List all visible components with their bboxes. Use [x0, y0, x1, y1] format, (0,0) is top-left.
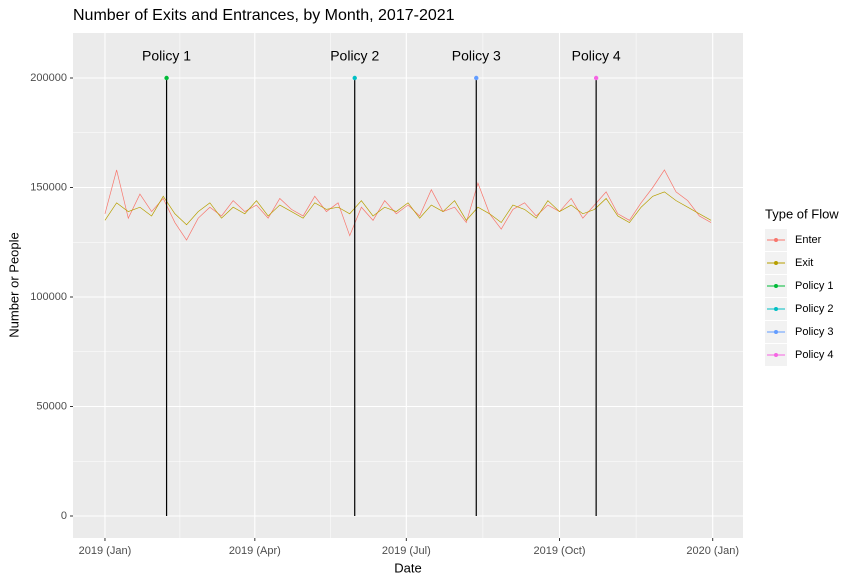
chart-title: Number of Exits and Entrances, by Month,…: [73, 7, 455, 24]
policy-point: [352, 75, 357, 81]
legend-point: [774, 261, 778, 265]
legend-label: Exit: [795, 257, 813, 269]
x-axis-title: Date: [394, 560, 421, 575]
policy-label: Policy 1: [142, 48, 191, 64]
legend-label: Policy 1: [795, 280, 834, 292]
y-tick-label: 200000: [30, 72, 67, 84]
y-tick-label: 0: [61, 510, 67, 522]
policy-label: Policy 3: [452, 48, 501, 64]
policy-point: [164, 75, 169, 81]
legend-point: [774, 353, 778, 357]
series-line: [104, 169, 712, 241]
panel-background: [73, 33, 743, 538]
legend-point: [774, 307, 778, 311]
legend-label: Policy 3: [795, 326, 834, 338]
policy-point: [593, 75, 599, 81]
policy-point: [474, 75, 479, 81]
legend-label: Enter: [795, 234, 822, 246]
x-tick-label: 2019 (Oct): [534, 545, 586, 557]
series-line: [104, 191, 712, 226]
legend: Enter Exit Policy 1 Policy 2 Policy 3 Policy …: [765, 229, 834, 366]
legend-point: [774, 238, 778, 242]
y-tick-label: 150000: [30, 181, 67, 193]
policy-label: Policy 4: [572, 48, 621, 64]
x-tick-label: 2019 (Jul): [382, 545, 431, 557]
legend-point: [774, 284, 778, 288]
marks: Policy 1 Policy 2 Policy 3 Policy 4: [104, 48, 712, 516]
y-tick-label: 100000: [30, 291, 67, 303]
grid: [73, 33, 743, 538]
policy-label: Policy 2: [330, 48, 379, 64]
legend-point: [774, 330, 778, 334]
x-tick-label: 2020 (Jan): [686, 545, 739, 557]
legend-label: Policy 4: [795, 349, 834, 361]
legend-label: Policy 2: [795, 303, 834, 315]
x-tick-label: 2019 (Apr): [229, 545, 281, 557]
y-axis-title: Number or People: [6, 232, 21, 338]
x-tick-label: 2019 (Jan): [79, 545, 132, 557]
y-tick-label: 50000: [36, 400, 67, 412]
legend-title: Type of Flow: [765, 206, 839, 221]
